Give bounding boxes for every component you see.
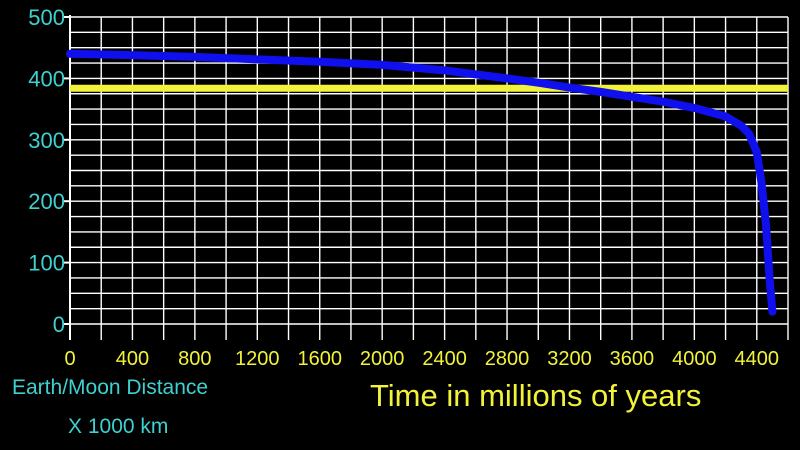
x-tick-label: 2400 (422, 348, 467, 370)
x-tick-label: 3200 (547, 348, 592, 370)
x-tick-label: 1200 (235, 348, 280, 370)
x-tick-label: 400 (116, 348, 149, 370)
y-axis-label-line-2: X 1000 km (68, 415, 169, 438)
y-tick-label: 0 (53, 312, 65, 337)
x-tick-label: 0 (64, 348, 75, 370)
x-tick-label: 3600 (610, 348, 655, 370)
y-tick-label: 100 (28, 251, 65, 276)
y-tick-label: 300 (28, 128, 65, 153)
y-tick-label: 200 (28, 189, 65, 214)
x-tick-label: 1600 (297, 348, 342, 370)
x-axis-label: Time in millions of years (370, 378, 702, 413)
series-line (66, 49, 777, 316)
y-tick-label: 400 (28, 66, 65, 91)
x-tick-label: 2000 (360, 348, 405, 370)
x-tick-label: 4400 (735, 348, 780, 370)
x-tick-label: 4000 (672, 348, 717, 370)
y-axis-label-line-1: Earth/Moon Distance (12, 376, 209, 399)
x-tick-label: 2800 (485, 348, 530, 370)
x-tick-label: 800 (178, 348, 211, 370)
y-tick-label: 500 (28, 5, 65, 30)
